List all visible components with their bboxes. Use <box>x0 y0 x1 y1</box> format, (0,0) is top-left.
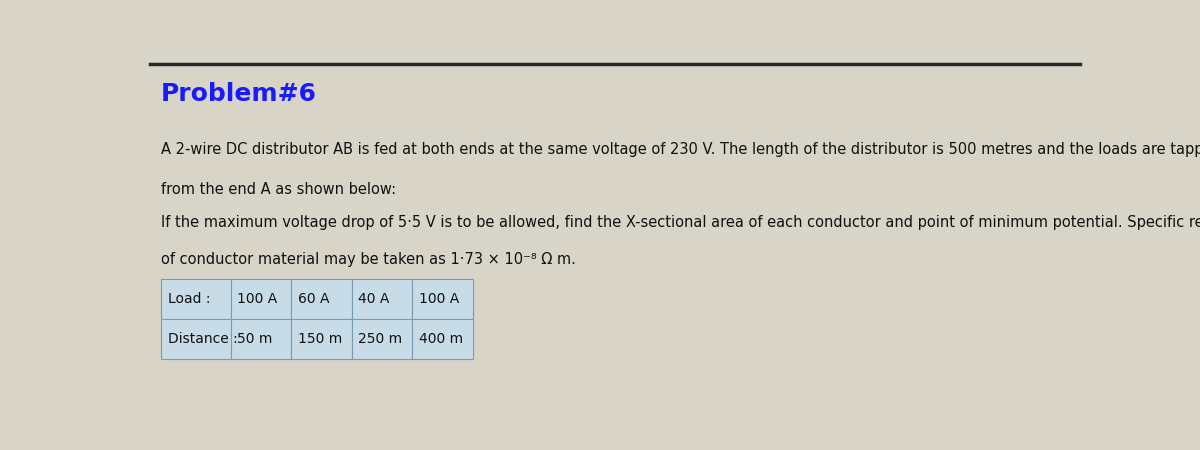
FancyBboxPatch shape <box>230 319 292 359</box>
Text: Distance :: Distance : <box>168 332 238 346</box>
Text: 100 A: 100 A <box>419 292 460 306</box>
Text: of conductor material may be taken as 1·73 × 10⁻⁸ Ω m.: of conductor material may be taken as 1·… <box>161 252 576 266</box>
FancyBboxPatch shape <box>292 279 352 319</box>
Text: from the end A as shown below:: from the end A as shown below: <box>161 182 396 197</box>
Text: 100 A: 100 A <box>238 292 277 306</box>
FancyBboxPatch shape <box>161 319 230 359</box>
Text: A 2-wire DC distributor AB is fed at both ends at the same voltage of 230 V. The: A 2-wire DC distributor AB is fed at bot… <box>161 142 1200 157</box>
Text: If the maximum voltage drop of 5·5 V is to be allowed, find the X-sectional area: If the maximum voltage drop of 5·5 V is … <box>161 215 1200 230</box>
FancyBboxPatch shape <box>352 279 413 319</box>
Text: Problem#6: Problem#6 <box>161 82 317 106</box>
Text: 150 m: 150 m <box>298 332 342 346</box>
Text: 40 A: 40 A <box>359 292 390 306</box>
FancyBboxPatch shape <box>413 279 473 319</box>
Text: Load :: Load : <box>168 292 210 306</box>
Text: 50 m: 50 m <box>238 332 272 346</box>
Text: 250 m: 250 m <box>359 332 402 346</box>
FancyBboxPatch shape <box>413 319 473 359</box>
Text: 60 A: 60 A <box>298 292 329 306</box>
Text: 400 m: 400 m <box>419 332 463 346</box>
FancyBboxPatch shape <box>352 319 413 359</box>
FancyBboxPatch shape <box>292 319 352 359</box>
FancyBboxPatch shape <box>161 279 230 319</box>
FancyBboxPatch shape <box>230 279 292 319</box>
